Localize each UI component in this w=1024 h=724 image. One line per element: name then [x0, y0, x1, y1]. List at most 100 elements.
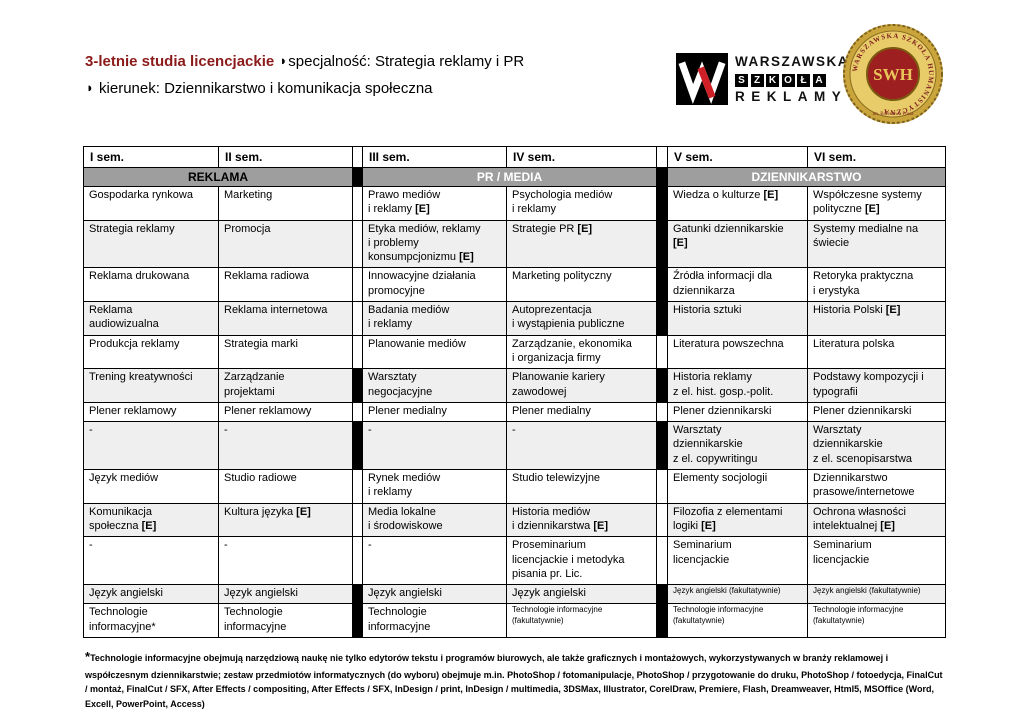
group-header-dziennikarstwo: DZIENNIKARSTWO: [667, 167, 946, 187]
course-cell: Strategie PR [E]: [506, 219, 657, 269]
section-separator: [352, 584, 363, 605]
column-header-sem-4: IV sem.: [506, 146, 657, 168]
course-cell: Historia Polski [E]: [807, 301, 946, 336]
wsr-monogram-icon: [676, 53, 728, 110]
university-seal-icon: WARSZAWSKA SZKOŁA HUMANISTYCZNA SWH im. …: [842, 23, 944, 130]
wsr-logo-letter: S: [735, 74, 748, 87]
column-header-sem-1: I sem.: [83, 146, 219, 168]
course-cell: Zarządzanie projektami: [218, 368, 353, 403]
course-cell: Studio radiowe: [218, 469, 353, 504]
wsr-logo-letter: O: [781, 74, 795, 87]
course-cell: Reklama radiowa: [218, 267, 353, 303]
group-header-pr-media: PR / MEDIA: [362, 167, 657, 187]
course-cell: Systemy medialne na świecie: [807, 219, 946, 269]
section-separator: [352, 334, 363, 370]
course-cell: Reklama drukowana: [83, 267, 219, 303]
section-separator: [352, 401, 363, 423]
title-line-2: ◗ kierunek: Dziennikarstwo i komunikacja…: [85, 75, 524, 102]
section-separator: [352, 267, 363, 303]
section-separator: [656, 401, 668, 423]
wsr-logo-letter: K: [766, 74, 779, 87]
column-header-sem-6: VI sem.: [807, 146, 946, 168]
course-cell: Gatunki dziennikarskie [E]: [667, 219, 808, 269]
section-separator: [656, 167, 668, 187]
course-cell: Innowacyjne działania promocyjne: [362, 267, 507, 303]
title-line-1: 3-letnie studia licencjackie ◗specjalnoś…: [85, 48, 524, 75]
course-cell: Filozofia z elementami logiki [E]: [667, 502, 808, 538]
course-row: Technologie informacyjne* Technologie infor…: [83, 603, 946, 639]
title-block: 3-letnie studia licencjackie ◗specjalnoś…: [85, 48, 524, 102]
wsr-logo-letter: Ł: [797, 74, 810, 87]
course-cell: -: [218, 536, 353, 586]
section-separator: [352, 368, 363, 403]
course-cell: Autoprezentacja i wystąpienia publiczne: [506, 301, 657, 336]
footnote-text: Technologie informacyjne obejmują narzęd…: [85, 653, 943, 709]
course-cell: Strategia reklamy: [83, 219, 219, 269]
course-row: Produkcja reklamy Strategia marki Planowan…: [83, 334, 946, 370]
course-cell: Planowanie kariery zawodowej: [506, 368, 657, 403]
course-cell: Rynek mediów i reklamy: [362, 469, 507, 504]
course-cell: Ochrona własności intelektualnej [E]: [807, 502, 946, 538]
course-row: Reklama audiowizualna Reklama internetowa B…: [83, 301, 946, 336]
course-cell: Badania mediów i reklamy: [362, 301, 507, 336]
course-cell: Technologie informacyjne: [362, 603, 507, 639]
course-cell: Kultura języka [E]: [218, 502, 353, 538]
wsr-logo-line3: REKLAMY: [735, 89, 848, 104]
section-separator: [656, 584, 668, 605]
course-cell: Media lokalne i środowiskowe: [362, 502, 507, 538]
group-header-row: REKLAMA PR / MEDIA DZIENNIKARSTWO: [83, 167, 946, 187]
wsr-logo-letter: A: [812, 74, 826, 87]
course-cell: Technologie informacyjne (fakultatywnie): [807, 603, 946, 639]
footnote: *Technologie informacyjne obejmują narzę…: [85, 647, 943, 711]
course-cell: Technologie informacyjne: [218, 603, 353, 639]
major-text: kierunek: Dziennikarstwo i komunikacja s…: [99, 80, 433, 97]
course-cell: Historia reklamy z el. hist. gosp.-polit.: [667, 368, 808, 403]
wsr-logo-letter: Z: [750, 74, 764, 87]
course-cell: Studio telewizyjne: [506, 469, 657, 504]
course-row: Język mediów Studio radiowe Rynek mediów i …: [83, 469, 946, 504]
section-separator: [656, 421, 668, 471]
course-row: Plener reklamowy Plener reklamowy Plener m…: [83, 401, 946, 423]
course-row: Gospodarka rynkowa Marketing Prawo mediów i…: [83, 186, 946, 221]
course-cell: -: [362, 421, 507, 471]
page-title: 3-letnie studia licencjackie: [85, 53, 275, 70]
course-cell: Plener medialny: [362, 401, 507, 423]
section-separator: [352, 536, 363, 586]
course-cell: Warsztaty dziennikarskie z el. copywriting…: [667, 421, 808, 471]
section-separator: [352, 421, 363, 471]
course-cell: Technologie informacyjne*: [83, 603, 219, 639]
course-cell: Proseminarium licencjackie i metodyka pisa…: [506, 536, 657, 586]
section-separator: [656, 186, 668, 221]
course-cell: Gospodarka rynkowa: [83, 186, 219, 221]
course-cell: Komunikacja społeczna [E]: [83, 502, 219, 538]
semester-header-row: I sem. II sem. III sem. IV sem. V sem. VI sem…: [83, 146, 946, 168]
course-cell: Warsztaty dziennikarskie z el. scenopisars…: [807, 421, 946, 471]
course-cell: Historia sztuki: [667, 301, 808, 336]
course-cell: Warsztaty negocjacyjne: [362, 368, 507, 403]
section-separator: [656, 267, 668, 303]
course-row: - - - Proseminarium licencjackie i metodyka p…: [83, 536, 946, 586]
column-header-sem-3: III sem.: [362, 146, 507, 168]
section-separator: [656, 334, 668, 370]
course-cell: Seminarium licencjackie: [807, 536, 946, 586]
course-cell: Seminarium licencjackie: [667, 536, 808, 586]
course-cell: Plener medialny: [506, 401, 657, 423]
course-cell: Prawo mediów i reklamy [E]: [362, 186, 507, 221]
section-separator: [656, 219, 668, 269]
course-cell: Plener dziennikarski: [667, 401, 808, 423]
section-separator: [656, 301, 668, 336]
group-header-reklama: REKLAMA: [83, 167, 353, 187]
course-cell: -: [83, 536, 219, 586]
section-separator: [656, 603, 668, 639]
course-cell: Elementy socjologii: [667, 469, 808, 504]
course-cell: Marketing: [218, 186, 353, 221]
course-row: Komunikacja społeczna [E] Kultura języka […: [83, 502, 946, 538]
course-cell: Język angielski (fakultatywnie): [667, 584, 808, 605]
course-cell: Plener reklamowy: [218, 401, 353, 423]
section-separator: [656, 146, 668, 168]
course-cell: Plener dziennikarski: [807, 401, 946, 423]
course-cell: Reklama audiowizualna: [83, 301, 219, 336]
course-cell: -: [506, 421, 657, 471]
course-cell: Współczesne systemy polityczne [E]: [807, 186, 946, 221]
